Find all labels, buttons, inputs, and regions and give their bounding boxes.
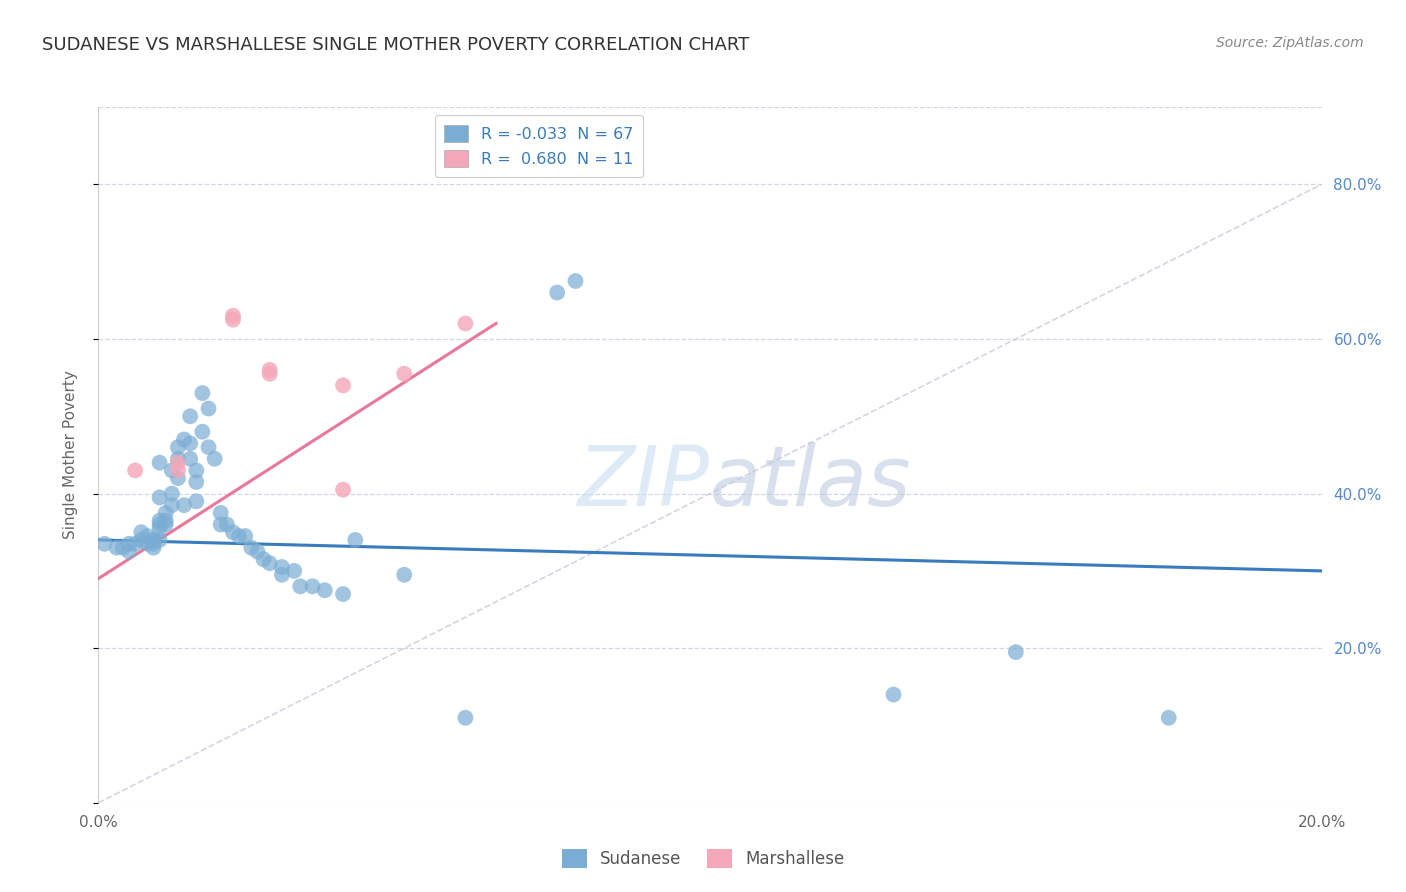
Point bbox=[259, 556, 281, 570]
Point bbox=[454, 317, 477, 331]
Point bbox=[290, 579, 312, 593]
Point bbox=[149, 533, 172, 547]
Text: SUDANESE VS MARSHALLESE SINGLE MOTHER POVERTY CORRELATION CHART: SUDANESE VS MARSHALLESE SINGLE MOTHER PO… bbox=[42, 36, 749, 54]
Point bbox=[191, 425, 214, 439]
Point bbox=[149, 517, 172, 532]
Point bbox=[344, 533, 367, 547]
Point bbox=[179, 409, 201, 424]
Point bbox=[149, 514, 172, 528]
Point bbox=[167, 471, 190, 485]
Point bbox=[179, 436, 201, 450]
Point bbox=[124, 463, 146, 477]
Point bbox=[160, 486, 183, 500]
Point bbox=[259, 367, 281, 381]
Point bbox=[160, 498, 183, 512]
Point bbox=[564, 274, 586, 288]
Point bbox=[142, 533, 165, 547]
Point bbox=[186, 463, 208, 477]
Point bbox=[167, 456, 190, 470]
Point bbox=[1004, 645, 1026, 659]
Point bbox=[283, 564, 305, 578]
Point bbox=[142, 537, 165, 551]
Point bbox=[228, 529, 250, 543]
Point bbox=[167, 463, 190, 477]
Point bbox=[392, 567, 416, 582]
Point bbox=[1157, 711, 1180, 725]
Point bbox=[454, 711, 477, 725]
Point bbox=[222, 525, 245, 540]
Point bbox=[240, 541, 263, 555]
Point bbox=[191, 386, 214, 401]
Point bbox=[222, 312, 245, 326]
Point bbox=[209, 506, 232, 520]
Point bbox=[167, 451, 190, 466]
Y-axis label: Single Mother Poverty: Single Mother Poverty bbox=[63, 370, 77, 540]
Text: atlas: atlas bbox=[710, 442, 911, 524]
Point bbox=[129, 525, 152, 540]
Point bbox=[160, 463, 183, 477]
Point bbox=[142, 533, 165, 547]
Point bbox=[167, 440, 190, 454]
Point bbox=[136, 529, 159, 543]
Point bbox=[173, 498, 195, 512]
Point bbox=[252, 552, 274, 566]
Point bbox=[546, 285, 568, 300]
Point bbox=[332, 587, 354, 601]
Point bbox=[883, 688, 905, 702]
Point bbox=[186, 494, 208, 508]
Text: Source: ZipAtlas.com: Source: ZipAtlas.com bbox=[1216, 36, 1364, 50]
Legend: R = -0.033  N = 67, R =  0.680  N = 11: R = -0.033 N = 67, R = 0.680 N = 11 bbox=[434, 115, 643, 177]
Point bbox=[105, 541, 128, 555]
Legend: Sudanese, Marshallese: Sudanese, Marshallese bbox=[555, 843, 851, 875]
Point bbox=[209, 517, 232, 532]
Point bbox=[197, 401, 219, 416]
Point bbox=[332, 378, 354, 392]
Point bbox=[270, 567, 292, 582]
Point bbox=[246, 544, 269, 558]
Point bbox=[93, 537, 115, 551]
Point bbox=[204, 451, 226, 466]
Point bbox=[173, 433, 195, 447]
Point bbox=[186, 475, 208, 489]
Point bbox=[129, 533, 152, 547]
Point bbox=[215, 517, 238, 532]
Point bbox=[118, 544, 141, 558]
Point bbox=[155, 506, 177, 520]
Text: ZIP: ZIP bbox=[578, 442, 710, 524]
Point bbox=[301, 579, 323, 593]
Point bbox=[124, 537, 146, 551]
Point bbox=[142, 541, 165, 555]
Point bbox=[149, 521, 172, 535]
Point bbox=[222, 309, 245, 323]
Point bbox=[179, 451, 201, 466]
Point bbox=[155, 514, 177, 528]
Point bbox=[314, 583, 336, 598]
Point bbox=[136, 537, 159, 551]
Point bbox=[392, 367, 416, 381]
Point bbox=[155, 517, 177, 532]
Point bbox=[111, 541, 134, 555]
Point bbox=[332, 483, 354, 497]
Point bbox=[233, 529, 256, 543]
Point bbox=[118, 537, 141, 551]
Point bbox=[259, 363, 281, 377]
Point bbox=[149, 491, 172, 505]
Point bbox=[270, 560, 292, 574]
Point bbox=[197, 440, 219, 454]
Point bbox=[149, 456, 172, 470]
